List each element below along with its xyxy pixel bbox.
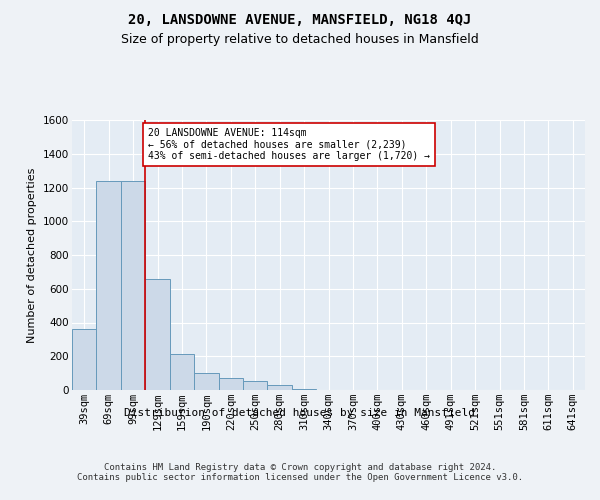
Y-axis label: Number of detached properties: Number of detached properties <box>28 168 37 342</box>
Bar <box>268 385 292 390</box>
Text: Contains HM Land Registry data © Crown copyright and database right 2024.
Contai: Contains HM Land Registry data © Crown c… <box>77 462 523 482</box>
Bar <box>292 389 316 390</box>
Bar <box>170 354 194 390</box>
Bar <box>121 180 145 390</box>
Bar <box>72 329 97 390</box>
Bar <box>145 278 170 390</box>
Text: 20 LANSDOWNE AVENUE: 114sqm
← 56% of detached houses are smaller (2,239)
43% of : 20 LANSDOWNE AVENUE: 114sqm ← 56% of det… <box>148 128 430 161</box>
Bar <box>194 373 218 390</box>
Bar <box>243 380 268 390</box>
Text: 20, LANSDOWNE AVENUE, MANSFIELD, NG18 4QJ: 20, LANSDOWNE AVENUE, MANSFIELD, NG18 4Q… <box>128 12 472 26</box>
Bar <box>218 378 243 390</box>
Bar <box>97 180 121 390</box>
Text: Distribution of detached houses by size in Mansfield: Distribution of detached houses by size … <box>125 408 476 418</box>
Text: Size of property relative to detached houses in Mansfield: Size of property relative to detached ho… <box>121 32 479 46</box>
